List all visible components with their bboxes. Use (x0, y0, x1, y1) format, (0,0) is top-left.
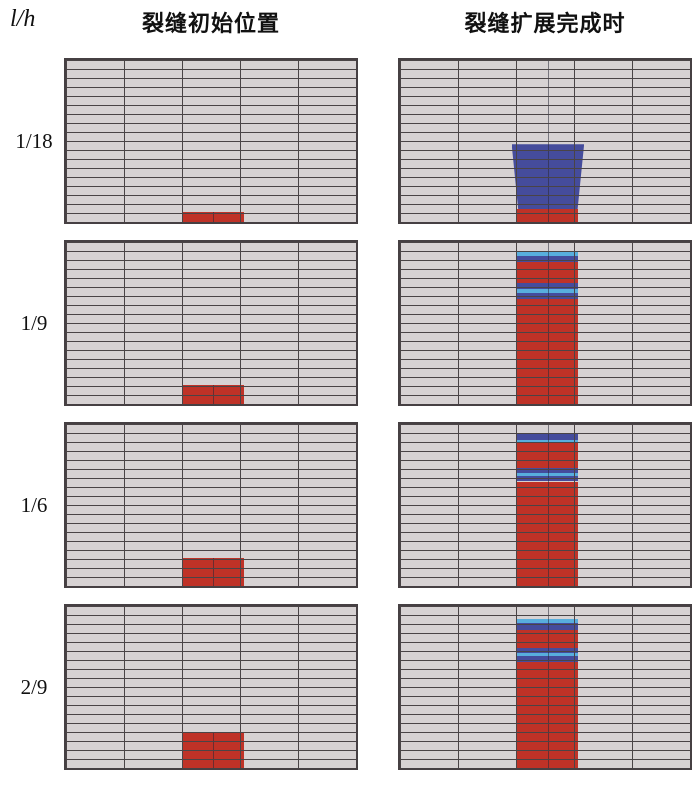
crack-path-line (547, 242, 549, 404)
crack-path-line (213, 385, 215, 404)
ratio-label: 1/9 (20, 310, 48, 335)
final-mesh-panel (398, 58, 692, 224)
crack-path-line (213, 558, 215, 586)
final-column-title: 裂缝扩展完成时 (464, 11, 626, 36)
figure-header: l/h 裂缝初始位置 裂缝扩展完成时 (4, 6, 696, 38)
initial-mesh-panel (64, 240, 358, 406)
initial-mesh-panel (64, 58, 358, 224)
crack-propagation-figure: l/h 裂缝初始位置 裂缝扩展完成时 1/18 1/9 1/6 2/9 (4, 6, 696, 770)
initial-mesh-panel (64, 422, 358, 588)
ratio-label: 1/18 (15, 128, 53, 153)
case-row-1-6: 1/6 (4, 422, 696, 588)
final-mesh-panel (398, 422, 692, 588)
final-mesh-panel (398, 604, 692, 770)
crack-path-line (547, 60, 549, 222)
crack-path-line (547, 424, 549, 586)
case-row-2-9: 2/9 (4, 604, 696, 770)
crack-path-line (213, 732, 215, 768)
case-row-1-18: 1/18 (4, 58, 696, 224)
ratio-header-label: l/h (10, 6, 36, 32)
ratio-label: 2/9 (20, 674, 48, 699)
final-mesh-panel (398, 240, 692, 406)
mesh-gridlines (66, 60, 356, 222)
ratio-label: 1/6 (20, 492, 48, 517)
initial-column-title: 裂缝初始位置 (141, 11, 280, 36)
crack-path-line (213, 212, 215, 222)
crack-path-line (547, 606, 549, 768)
mesh-gridlines (66, 242, 356, 404)
case-row-1-9: 1/9 (4, 240, 696, 406)
initial-mesh-panel (64, 604, 358, 770)
